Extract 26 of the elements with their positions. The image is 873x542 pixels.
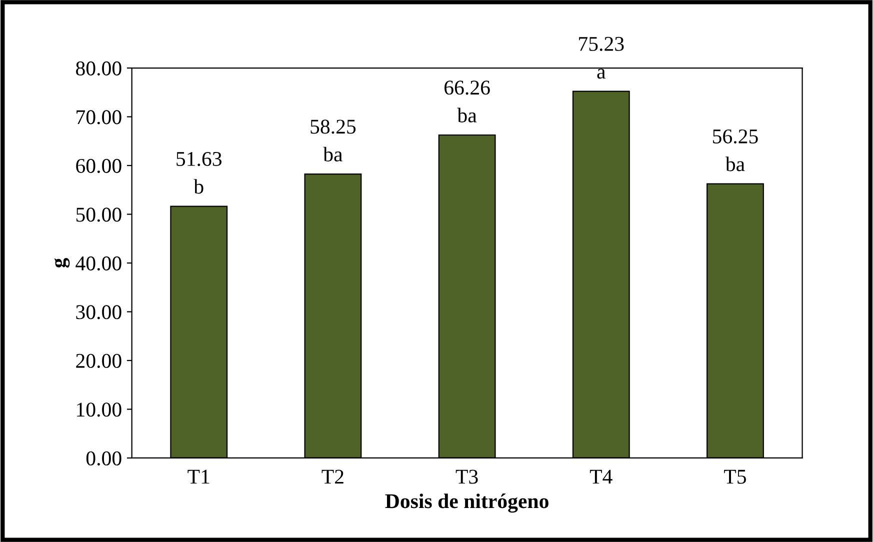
y-tick-label: 60.00 <box>76 158 122 174</box>
annotation: ba <box>457 108 477 122</box>
annotation: a <box>597 68 606 79</box>
x-tick-label: T4 <box>590 470 612 484</box>
y-axis-title: g <box>54 258 70 268</box>
y-tick-label: 20.00 <box>76 354 122 368</box>
x-axis-title: Dosis de nitrógeno <box>385 494 548 513</box>
data-label: 75.23 <box>579 36 624 52</box>
data-label: 58.25 <box>310 120 356 134</box>
x-tick-label: T5 <box>724 470 746 484</box>
y-tick-label: 70.00 <box>76 110 122 124</box>
annotation: ba <box>725 156 745 172</box>
data-label: 66.26 <box>444 80 490 95</box>
annotation: b <box>194 179 204 194</box>
x-tick-label: T1 <box>188 470 210 484</box>
y-tick-label: 30.00 <box>76 305 122 320</box>
y-tick-label: 50.00 <box>76 208 122 222</box>
data-label: 56.25 <box>713 129 758 144</box>
x-tick-label: T3 <box>456 470 478 484</box>
y-tick-label: 40.00 <box>76 256 122 271</box>
y-tick-label: 80.00 <box>76 61 122 76</box>
y-tick-label: 0.00 <box>86 451 122 466</box>
annotation: ba <box>323 146 343 162</box>
x-tick-label: T2 <box>322 470 344 484</box>
y-tick-label: 10.00 <box>77 402 122 417</box>
data-label: 51.63 <box>176 152 222 166</box>
